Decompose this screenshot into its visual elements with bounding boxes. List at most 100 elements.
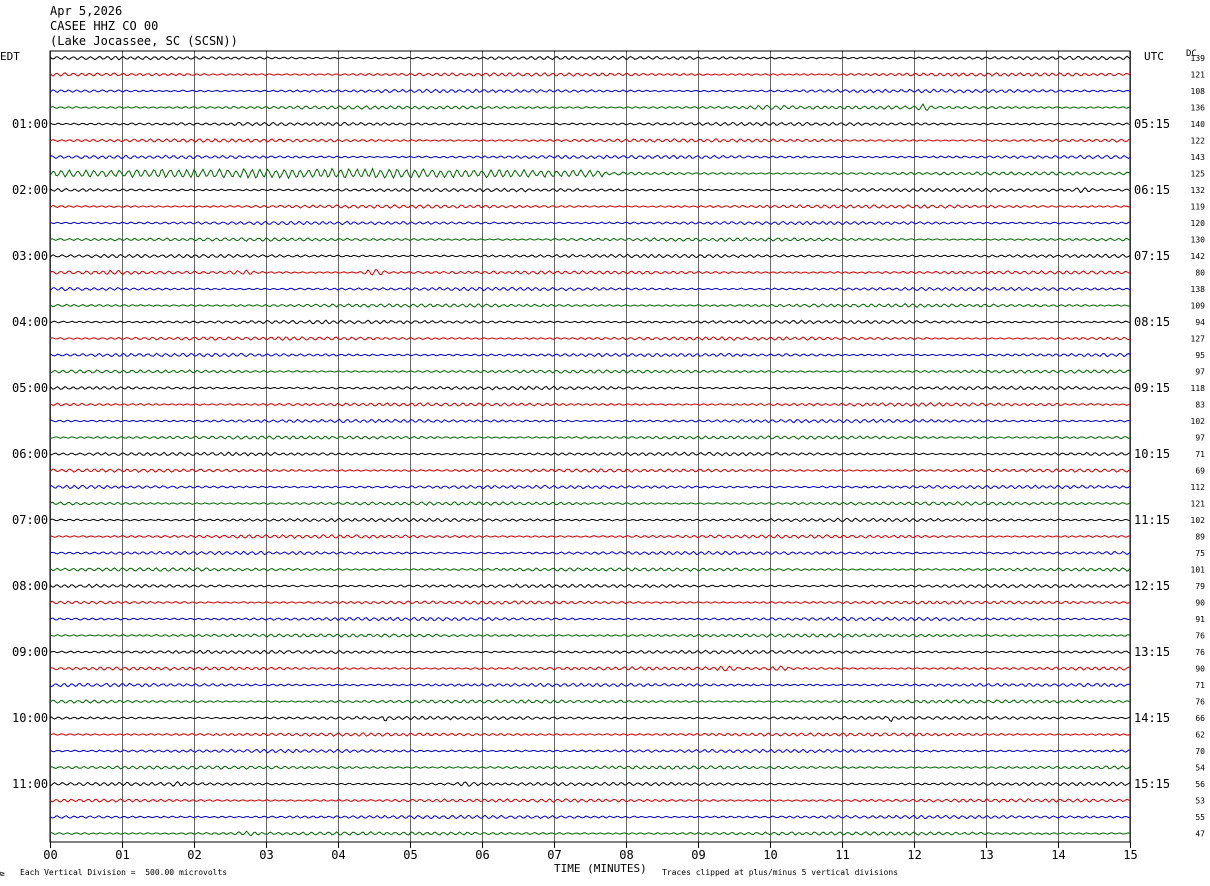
dc-offset-value: 143 (1191, 153, 1206, 162)
plot-date: Apr 5,2026 (50, 4, 123, 18)
dc-offset-value: 70 (1195, 747, 1205, 756)
dc-offset-value: 101 (1191, 566, 1206, 575)
dc-offset-value: 89 (1195, 533, 1205, 542)
dc-offset-value: 90 (1195, 665, 1205, 674)
trace-row (49, 72, 1131, 77)
dc-offset-value: 69 (1195, 467, 1205, 476)
dc-offset-value: 119 (1191, 203, 1206, 212)
trace-row (49, 303, 1131, 308)
dc-offset-value: 80 (1195, 269, 1205, 278)
trace-row (49, 418, 1131, 424)
trace-row (49, 534, 1131, 540)
dc-offset-value: 138 (1191, 285, 1206, 294)
right-hour-label: 11:15 (1134, 513, 1170, 527)
left-hour-label: 02:00 (12, 183, 48, 197)
trace-row (49, 435, 1131, 440)
trace-row (49, 633, 1131, 638)
station-id: CASEE HHZ CO 00 (50, 19, 159, 33)
trace-row (49, 550, 1131, 556)
trace-row (49, 649, 1131, 655)
dc-offset-value: 97 (1195, 434, 1205, 443)
dc-offset-value: 112 (1191, 483, 1206, 492)
dc-offset-value: 97 (1195, 368, 1205, 377)
trace-row (49, 237, 1131, 242)
trace-rows (49, 55, 1131, 837)
dc-offset-value: 140 (1191, 120, 1206, 129)
left-hour-label: 09:00 (12, 645, 48, 659)
trace-row (49, 385, 1131, 391)
trace-row (49, 616, 1131, 622)
dc-offset-value: 94 (1195, 318, 1205, 327)
trace-row (49, 319, 1131, 325)
x-axis-title: TIME (MINUTES) (554, 862, 647, 875)
dc-offset-value: 121 (1191, 500, 1206, 509)
x-tick-label: 14 (1051, 848, 1065, 862)
dc-offset-value: 125 (1191, 170, 1206, 179)
plot-frame (49, 50, 1131, 843)
right-hour-label: 14:15 (1134, 711, 1170, 725)
trace-row (49, 55, 1131, 61)
scale-note: Each Vertical Division = 500.00 microvol… (20, 868, 228, 877)
trace-row (49, 451, 1131, 457)
x-tick-label: 13 (979, 848, 993, 862)
dc-offset-value: 109 (1191, 302, 1206, 311)
dc-offset-value: 102 (1191, 516, 1206, 525)
trace-row (49, 732, 1131, 737)
trace-row (49, 501, 1131, 506)
trace-row (49, 699, 1131, 704)
left-hour-label: 10:00 (12, 711, 48, 725)
trace-row (49, 814, 1131, 820)
dc-offset-value: 108 (1191, 87, 1206, 96)
left-hour-label: 08:00 (12, 579, 48, 593)
trace-row (49, 468, 1131, 473)
trace-row (49, 583, 1131, 589)
right-hour-label: 09:15 (1134, 381, 1170, 395)
dc-offset-value: 95 (1195, 351, 1205, 360)
right-hour-label: 10:15 (1134, 447, 1170, 461)
right-hour-label: 07:15 (1134, 249, 1170, 263)
trace-row (49, 220, 1130, 226)
trace-row (49, 600, 1131, 605)
x-tick-label: 02 (187, 848, 201, 862)
x-tick-label: 01 (115, 848, 129, 862)
dc-offset-value: 55 (1195, 813, 1205, 822)
trace-row (49, 336, 1131, 341)
left-hour-label: 04:00 (12, 315, 48, 329)
right-hour-label: 05:15 (1134, 117, 1170, 131)
dc-offset-value: 66 (1195, 714, 1205, 723)
trace-row (49, 286, 1131, 292)
trace-row (49, 781, 1131, 787)
dc-offset-value: 53 (1195, 797, 1205, 806)
left-hour-label: 07:00 (12, 513, 48, 527)
dc-offset-heading: DC (1186, 49, 1197, 59)
dc-offset-value: 91 (1195, 615, 1205, 624)
dc-offset-value: 132 (1191, 186, 1206, 195)
dc-offset-value: 136 (1191, 104, 1206, 113)
right-hour-label: 13:15 (1134, 645, 1170, 659)
trace-row (49, 352, 1131, 358)
trace-row (49, 204, 1131, 209)
left-hour-label: 05:00 (12, 381, 48, 395)
trace-row (49, 187, 1131, 194)
x-tick-label: 06 (475, 848, 489, 862)
trace-row (49, 88, 1131, 94)
right-hour-label: 08:15 (1134, 315, 1170, 329)
dc-offset-value: 122 (1191, 137, 1206, 146)
dc-offset-value: 71 (1195, 681, 1205, 690)
right-hour-label: 15:15 (1134, 777, 1170, 791)
trace-row (49, 765, 1131, 770)
dc-offset-value: 121 (1191, 71, 1206, 80)
dc-offset-value: 102 (1191, 417, 1206, 426)
dc-offset-value: 75 (1195, 549, 1205, 558)
trace-row (49, 665, 1131, 672)
dc-offset-value: 76 (1195, 632, 1205, 641)
x-tick-label: 07 (547, 848, 561, 862)
dc-offset-value: 118 (1191, 384, 1206, 393)
dc-offset-value: 47 (1195, 830, 1205, 839)
trace-row (49, 484, 1131, 490)
corner-mark: ⊵ (0, 869, 5, 878)
dc-offset-value: 83 (1195, 401, 1205, 410)
left-hour-label: 11:00 (12, 777, 48, 791)
